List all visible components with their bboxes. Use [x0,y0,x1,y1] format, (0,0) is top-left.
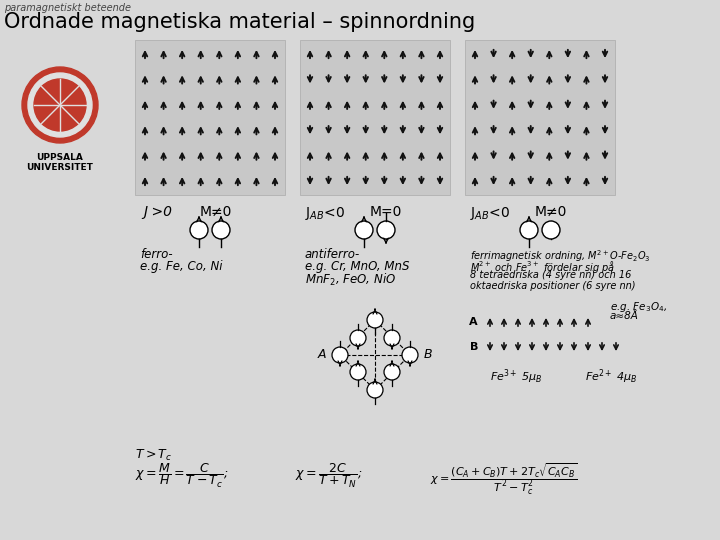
Circle shape [402,347,418,363]
Circle shape [542,221,560,239]
Text: $\chi = \dfrac{(C_A+C_B)T + 2T_c\sqrt{C_AC_B}}{T^2 - T_c^2}$: $\chi = \dfrac{(C_A+C_B)T + 2T_c\sqrt{C_… [430,462,577,497]
Circle shape [367,382,383,398]
Bar [135,40,285,195]
Text: A: A [318,348,326,361]
Text: 8 tetraedriska (4 syre nn) och 16: 8 tetraedriska (4 syre nn) och 16 [470,270,631,280]
Circle shape [350,330,366,346]
Circle shape [355,221,373,239]
Text: J$_{AB}$<0: J$_{AB}$<0 [470,205,510,222]
Text: $T > T_c$: $T > T_c$ [135,448,172,463]
Text: paramagnetiskt beteende: paramagnetiskt beteende [4,3,131,13]
Circle shape [520,221,538,239]
Circle shape [332,347,348,363]
Circle shape [350,364,366,380]
Circle shape [367,312,383,328]
Circle shape [190,221,208,239]
Circle shape [377,221,395,239]
Circle shape [34,79,86,131]
Text: A: A [469,317,478,327]
Text: e.g. Fe$_3$O$_4$,: e.g. Fe$_3$O$_4$, [610,300,667,314]
Text: UPPSALA
UNIVERSITET: UPPSALA UNIVERSITET [27,153,94,172]
Text: e.g. Cr, MnO, MnS: e.g. Cr, MnO, MnS [305,260,410,273]
Text: $\chi = \dfrac{2C}{T + T_N}$;: $\chi = \dfrac{2C}{T + T_N}$; [295,462,363,490]
Text: e.g. Fe, Co, Ni: e.g. Fe, Co, Ni [140,260,222,273]
Text: M≠0: M≠0 [200,205,233,219]
Text: oktaedriska positioner (6 syre nn): oktaedriska positioner (6 syre nn) [470,281,636,291]
Bar [465,40,615,195]
Text: M≠0: M≠0 [535,205,567,219]
Text: M$^{2+}$ och Fe$^{3+}$ fördelar sig på: M$^{2+}$ och Fe$^{3+}$ fördelar sig på [470,259,615,275]
Text: B: B [424,348,433,361]
Bar [300,40,450,195]
Text: Ordnade magnetiska material – spinnordning: Ordnade magnetiska material – spinnordni… [4,12,475,32]
Text: B: B [469,342,478,352]
Circle shape [384,330,400,346]
Text: ferro-: ferro- [140,248,173,261]
Text: MnF$_2$, FeO, NiO: MnF$_2$, FeO, NiO [305,272,396,288]
Text: J >0: J >0 [143,205,172,219]
Text: J$_{AB}$<0: J$_{AB}$<0 [305,205,345,222]
Circle shape [22,67,98,143]
Circle shape [384,364,400,380]
Text: antiferro-: antiferro- [305,248,360,261]
Text: Fe$^{2+}$ 4$\mu_B$: Fe$^{2+}$ 4$\mu_B$ [585,367,638,386]
Text: $\chi = \dfrac{M}{H} = \dfrac{C}{T - T_c}$;: $\chi = \dfrac{M}{H} = \dfrac{C}{T - T_c… [135,462,229,490]
Text: M=0: M=0 [370,205,402,219]
Text: a≈8Å: a≈8Å [610,311,639,321]
Circle shape [28,73,92,137]
Circle shape [212,221,230,239]
Text: ferrimagnetisk ordning, M$^{2+}$O-Fe$_2$O$_3$: ferrimagnetisk ordning, M$^{2+}$O-Fe$_2$… [470,248,651,264]
Text: Fe$^{3+}$ 5$\mu_B$: Fe$^{3+}$ 5$\mu_B$ [490,367,543,386]
